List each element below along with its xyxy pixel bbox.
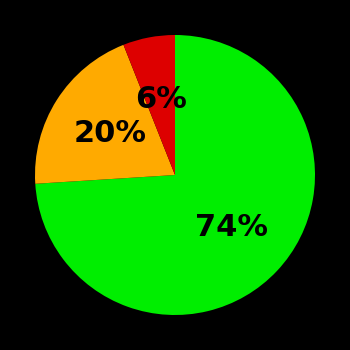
Wedge shape bbox=[124, 35, 175, 175]
Text: 6%: 6% bbox=[135, 85, 187, 114]
Text: 74%: 74% bbox=[195, 213, 268, 242]
Wedge shape bbox=[35, 35, 315, 315]
Wedge shape bbox=[35, 45, 175, 184]
Text: 20%: 20% bbox=[74, 119, 147, 148]
